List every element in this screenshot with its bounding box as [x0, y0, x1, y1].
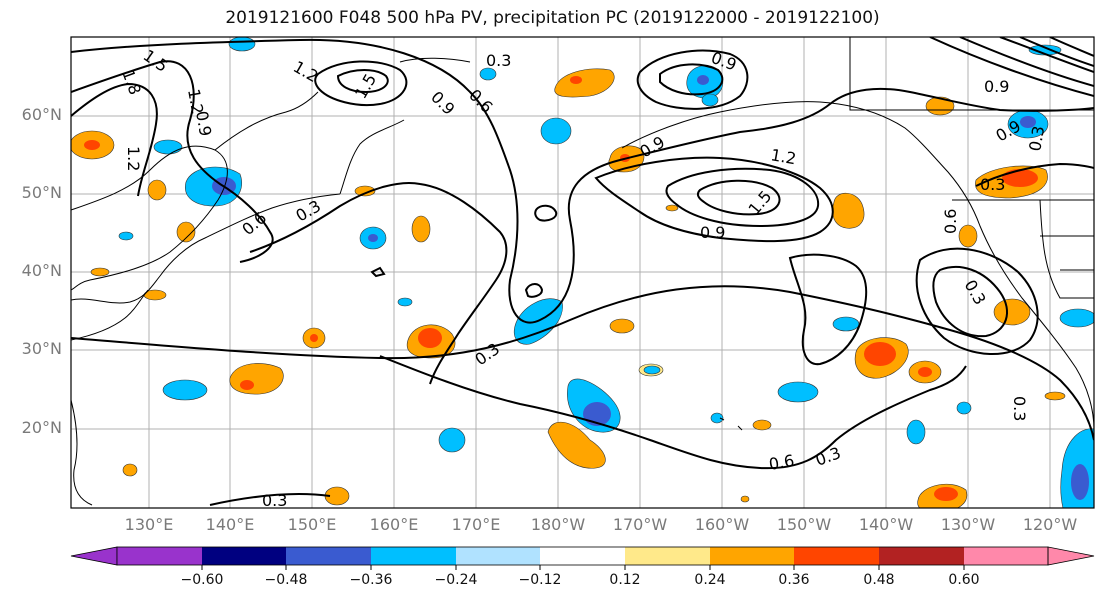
contour-label: 0.3	[486, 51, 511, 70]
lon-label: 180°W	[530, 515, 586, 534]
contour-label: 0.3	[980, 175, 1005, 194]
lon-label: 130°E	[124, 515, 174, 534]
colorbar-bin	[371, 547, 456, 565]
lat-label: 40°N	[21, 261, 62, 280]
lon-label: 170°E	[451, 515, 501, 534]
contour-label: 0.6	[767, 451, 795, 474]
colorbar-tick-label: −0.36	[349, 572, 393, 588]
map-title: 2019121600 F048 500 hPa PV, precipitatio…	[225, 8, 880, 28]
contour-label: 1.2	[124, 146, 143, 171]
gridlines	[71, 37, 1094, 508]
map-frame	[70, 36, 1095, 509]
colorbar-ticks	[201, 565, 965, 570]
lon-label: 120°W	[1022, 515, 1078, 534]
colorbar-frame	[116, 546, 1049, 566]
colorbar-tick-label: 0.48	[863, 572, 895, 588]
colorbar-tick-label: −0.48	[264, 572, 308, 588]
colorbar-bin	[202, 547, 286, 565]
contour-label: 1.2	[769, 145, 797, 168]
colorbar-bin	[625, 547, 710, 565]
precip-positive-shading	[71, 68, 1066, 508]
lon-label: 160°W	[694, 515, 750, 534]
contour-label: 0.3	[1025, 124, 1048, 152]
contour-label: 0.3	[262, 491, 287, 510]
colorbar-bin	[879, 547, 964, 565]
colorbar-bin	[964, 547, 1048, 565]
colorbar-tick-label: −0.12	[518, 572, 562, 588]
colorbar	[70, 546, 1095, 570]
colorbar-extend-max	[1047, 546, 1095, 566]
colorbar-tick-label: −0.60	[180, 572, 224, 588]
lat-label: 60°N	[21, 105, 62, 124]
lon-label: 170°W	[612, 515, 668, 534]
contour-label: 0.9	[192, 109, 215, 137]
contour-label: 0.9	[700, 223, 725, 242]
coastlines	[71, 37, 1094, 506]
colorbar-bin	[456, 547, 540, 565]
colorbar-bin	[540, 547, 625, 565]
lon-label: 130°W	[940, 515, 996, 534]
colorbar-tick-label: −0.24	[434, 572, 478, 588]
colorbar-bin	[710, 547, 794, 565]
lon-label: 150°E	[287, 515, 337, 534]
colorbar-tick-label: 0.36	[778, 572, 810, 588]
contour-label: 0.9	[984, 77, 1009, 96]
colorbar-tick-label: 0.12	[609, 572, 641, 588]
colorbar-tick-label: 0.60	[948, 572, 980, 588]
lon-label: 160°E	[369, 515, 419, 534]
contour-label: 1.2	[184, 87, 207, 115]
lat-label: 50°N	[21, 183, 62, 202]
colorbar-tick-label: 0.24	[694, 572, 726, 588]
lon-label: 150°W	[776, 515, 832, 534]
lon-label: 140°W	[858, 515, 914, 534]
colorbar-bin	[117, 547, 202, 565]
colorbar-bin	[286, 547, 371, 565]
lat-label: 20°N	[21, 418, 62, 437]
lat-label: 30°N	[21, 339, 62, 358]
colorbar-extend-min	[70, 546, 118, 566]
colorbar-bin	[794, 547, 879, 565]
contour-label: 0.3	[1010, 396, 1029, 421]
lon-label: 140°E	[205, 515, 255, 534]
contour-label: 0.6	[941, 209, 960, 234]
pv-contours	[71, 37, 1094, 506]
contour-labels: 1.5 1.8 1.2 1.2 1.2 1.5 0.3 0.9 0.9 0.6 …	[118, 46, 1048, 510]
